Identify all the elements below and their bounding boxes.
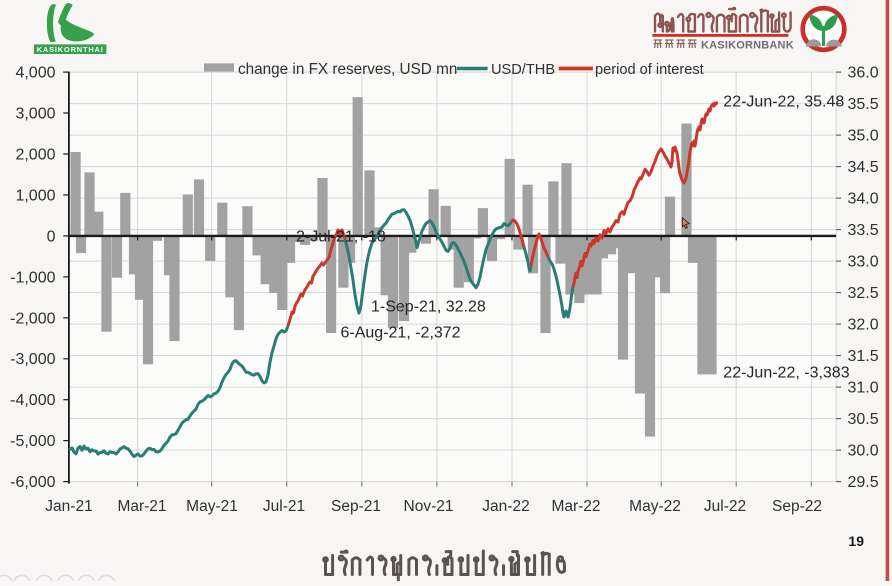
- svg-text:3,000: 3,000: [15, 106, 55, 123]
- svg-text:22-Jun-22, 35.48: 22-Jun-22, 35.48: [723, 94, 844, 111]
- svg-text:2,000: 2,000: [15, 147, 55, 164]
- svg-text:30.5: 30.5: [848, 411, 879, 428]
- svg-text:Jul-22: Jul-22: [704, 498, 746, 515]
- svg-text:22-Jun-22, -3,383: 22-Jun-22, -3,383: [723, 365, 849, 382]
- svg-text:32.5: 32.5: [848, 285, 879, 302]
- svg-text:Jan-21: Jan-21: [45, 498, 92, 515]
- svg-text:4,000: 4,000: [15, 65, 55, 82]
- svg-text:36.0: 36.0: [848, 65, 879, 82]
- svg-text:-2,000: -2,000: [10, 310, 55, 327]
- svg-text:-3,000: -3,000: [10, 351, 55, 368]
- svg-text:Sep-21: Sep-21: [331, 498, 381, 515]
- svg-text:Sep-22: Sep-22: [772, 498, 822, 515]
- svg-text:May-22: May-22: [629, 498, 681, 515]
- svg-text:change in FX reserves, USD mn: change in FX reserves, USD mn: [238, 61, 457, 78]
- svg-text:-4,000: -4,000: [10, 392, 55, 409]
- svg-text:31.5: 31.5: [848, 348, 879, 365]
- svg-text:30.0: 30.0: [848, 443, 879, 460]
- svg-text:Jan-22: Jan-22: [482, 498, 529, 515]
- svg-text:Mar-21: Mar-21: [117, 498, 166, 515]
- svg-text:34.0: 34.0: [848, 191, 879, 208]
- svg-text:31.0: 31.0: [848, 380, 879, 397]
- svg-text:6-Aug-21, -2,372: 6-Aug-21, -2,372: [341, 325, 461, 342]
- svg-text:-5,000: -5,000: [10, 433, 55, 450]
- svg-text:1-Sep-21, 32.28: 1-Sep-21, 32.28: [371, 299, 486, 316]
- svg-text:KASIKORNTHAI: KASIKORNTHAI: [37, 45, 104, 54]
- svg-text:29.5: 29.5: [848, 474, 879, 491]
- svg-text:33.5: 33.5: [848, 222, 879, 239]
- svg-text:1,000: 1,000: [15, 187, 55, 204]
- svg-text:34.5: 34.5: [848, 159, 879, 176]
- svg-text:0: 0: [47, 228, 56, 245]
- svg-text:-1,000: -1,000: [10, 269, 55, 286]
- svg-text:Nov-21: Nov-21: [404, 498, 454, 515]
- svg-text:35.5: 35.5: [848, 96, 879, 113]
- svg-text:35.0: 35.0: [848, 128, 879, 145]
- svg-text:32.0: 32.0: [848, 317, 879, 334]
- svg-text:period of interest: period of interest: [595, 62, 704, 78]
- svg-text:19: 19: [848, 533, 864, 549]
- svg-text:2-Jul-21, -18: 2-Jul-21, -18: [296, 229, 386, 246]
- svg-text:May-21: May-21: [186, 498, 238, 515]
- svg-text:33.0: 33.0: [848, 254, 879, 271]
- svg-text:Jul-21: Jul-21: [263, 498, 305, 515]
- svg-text:USD/THB: USD/THB: [491, 62, 555, 78]
- svg-text:Mar-22: Mar-22: [551, 498, 600, 515]
- svg-text:KASIKORNBANK: KASIKORNBANK: [701, 40, 794, 52]
- svg-text:-6,000: -6,000: [10, 474, 55, 491]
